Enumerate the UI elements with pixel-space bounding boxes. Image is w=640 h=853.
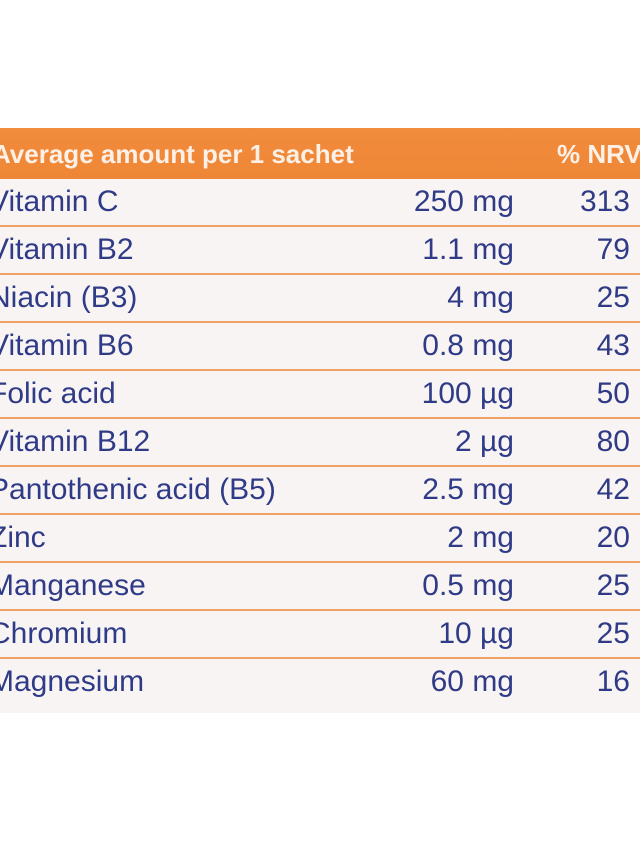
nutrient-nrv: 25 — [596, 617, 630, 650]
nutrient-name: Vitamin B2 — [0, 233, 134, 266]
nutrient-amount: 100 µg — [421, 377, 514, 410]
nutrient-name: Folic acid — [0, 377, 116, 410]
nutrient-name: Magnesium — [0, 665, 145, 698]
nutrient-amount: 0.5 mg — [422, 569, 514, 602]
table-row: Folic acid 100 µg 50 — [0, 371, 640, 419]
table-row: Vitamin C 250 mg 313 — [0, 179, 640, 227]
nutrient-nrv: 50 — [596, 377, 630, 410]
nutrient-amount: 60 mg — [430, 665, 514, 698]
nutrient-amount: 2 µg — [455, 425, 514, 458]
nutrient-nrv: 43 — [596, 329, 630, 362]
nutrient-amount: 250 mg — [413, 185, 514, 218]
nutrient-amount: 2 mg — [447, 521, 514, 554]
nutrient-amount: 1.1 mg — [422, 233, 514, 266]
nutrient-name: Niacin (B3) — [0, 281, 138, 314]
table-row: Pantothenic acid (B5) 2.5 mg 42 — [0, 467, 640, 515]
header-amount-label: Average amount per 1 sachet — [0, 139, 354, 169]
nutrient-nrv: 313 — [579, 185, 630, 218]
nutrient-amount: 10 µg — [438, 617, 514, 650]
table-header: Average amount per 1 sachet % NRV — [0, 128, 640, 179]
table-row: Vitamin B6 0.8 mg 43 — [0, 323, 640, 371]
table-row: Niacin (B3) 4 mg 25 — [0, 275, 640, 323]
nutrient-nrv: 20 — [596, 521, 630, 554]
table-row: Vitamin B2 1.1 mg 79 — [0, 227, 640, 275]
nutrient-name: Pantothenic acid (B5) — [0, 473, 276, 506]
nutrient-nrv: 25 — [596, 281, 630, 314]
nutrition-table: Average amount per 1 sachet % NRV Vitami… — [0, 128, 640, 713]
table-row: Vitamin B12 2 µg 80 — [0, 419, 640, 467]
nutrient-name: Vitamin B12 — [0, 425, 151, 458]
table-row: Zinc 2 mg 20 — [0, 515, 640, 563]
nutrient-nrv: 42 — [596, 473, 630, 506]
nutrient-nrv: 16 — [596, 665, 630, 698]
nutrient-nrv: 25 — [596, 569, 630, 602]
nutrient-name: Vitamin B6 — [0, 329, 134, 362]
table-row: Chromium 10 µg 25 — [0, 611, 640, 659]
header-nrv-label: % NRV — [557, 139, 640, 169]
table-row: Manganese 0.5 mg 25 — [0, 563, 640, 611]
nutrient-name: Vitamin C — [0, 185, 119, 218]
table-row: Magnesium 60 mg 16 — [0, 659, 640, 707]
nutrient-name: Chromium — [0, 617, 128, 650]
nutrient-nrv: 80 — [596, 425, 630, 458]
nutrient-amount: 0.8 mg — [422, 329, 514, 362]
nutrient-nrv: 79 — [596, 233, 630, 266]
nutrient-name: Zinc — [0, 521, 46, 554]
nutrient-amount: 2.5 mg — [422, 473, 514, 506]
nutrient-amount: 4 mg — [447, 281, 514, 314]
nutrient-name: Manganese — [0, 569, 146, 602]
